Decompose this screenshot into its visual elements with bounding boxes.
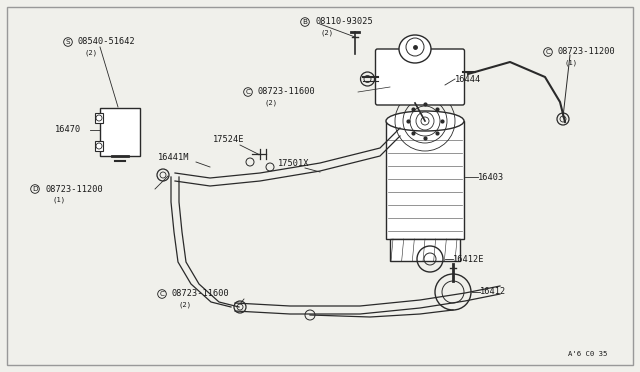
Bar: [386, 121, 464, 239]
Text: (2): (2): [178, 302, 191, 308]
Text: 16441M: 16441M: [158, 153, 189, 161]
Text: 16403: 16403: [478, 173, 504, 182]
Text: C: C: [246, 89, 250, 95]
Text: 08723-11200: 08723-11200: [558, 48, 616, 57]
Text: (1): (1): [52, 197, 65, 203]
Text: 08723-11600: 08723-11600: [172, 289, 230, 298]
Text: B: B: [303, 19, 307, 25]
Text: (2): (2): [84, 50, 97, 56]
Bar: [95, 113, 103, 123]
Bar: [390, 239, 460, 261]
Text: 17524E: 17524E: [213, 135, 244, 144]
Text: C: C: [545, 49, 550, 55]
Text: A'6 C0 35: A'6 C0 35: [568, 351, 607, 357]
Text: 16470: 16470: [55, 125, 81, 135]
Text: (2): (2): [321, 30, 334, 36]
Ellipse shape: [386, 111, 464, 131]
Text: 08723-11200: 08723-11200: [46, 185, 104, 193]
Text: 17501X: 17501X: [278, 160, 310, 169]
Ellipse shape: [399, 35, 431, 63]
Text: S: S: [66, 39, 70, 45]
Text: 16412E: 16412E: [453, 254, 484, 263]
Text: C: C: [159, 291, 164, 297]
Text: 08540-51642: 08540-51642: [78, 38, 136, 46]
Text: (1): (1): [564, 60, 577, 66]
Text: 08110-93025: 08110-93025: [315, 17, 372, 26]
Text: (2): (2): [264, 100, 277, 106]
Text: D: D: [32, 186, 38, 192]
Text: 16412: 16412: [480, 288, 506, 296]
FancyBboxPatch shape: [376, 49, 465, 105]
Text: 16444: 16444: [455, 74, 481, 83]
Bar: [100, 108, 140, 156]
Text: 08723-11600: 08723-11600: [258, 87, 316, 96]
Bar: [95, 141, 103, 151]
